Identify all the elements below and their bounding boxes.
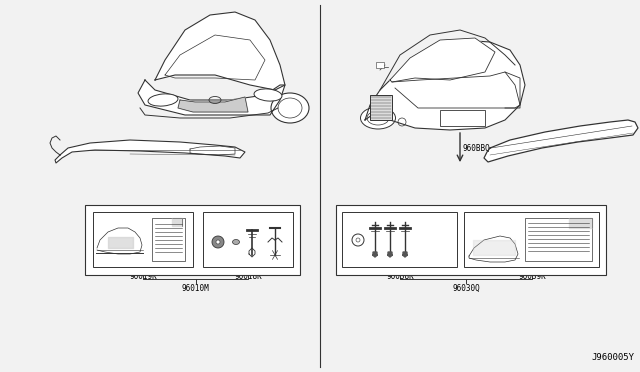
FancyArrow shape — [372, 252, 378, 257]
Ellipse shape — [271, 93, 309, 123]
Bar — [342, 212, 457, 267]
Ellipse shape — [148, 94, 178, 106]
Polygon shape — [138, 80, 285, 115]
Polygon shape — [172, 218, 182, 226]
Circle shape — [212, 236, 224, 248]
Text: 96010M: 96010M — [182, 284, 209, 293]
Circle shape — [216, 240, 220, 244]
FancyArrow shape — [403, 252, 408, 257]
Bar — [336, 205, 606, 275]
Polygon shape — [155, 12, 285, 90]
Bar — [440, 110, 485, 126]
Bar — [85, 205, 300, 275]
FancyArrow shape — [387, 252, 392, 257]
Polygon shape — [365, 40, 525, 130]
Ellipse shape — [254, 89, 282, 101]
Bar — [376, 62, 384, 68]
Text: 96018K: 96018K — [234, 272, 262, 281]
Bar — [464, 212, 599, 267]
Bar — [93, 212, 193, 267]
Text: J960005Y: J960005Y — [591, 353, 634, 362]
Text: 96038K: 96038K — [386, 272, 414, 281]
Polygon shape — [178, 97, 248, 112]
Text: 96039K: 96039K — [518, 272, 546, 281]
Bar — [525, 218, 592, 261]
Text: 960BBQ: 960BBQ — [463, 144, 491, 153]
Text: 96030Q: 96030Q — [452, 284, 480, 293]
Text: 96019K: 96019K — [129, 272, 157, 281]
Polygon shape — [390, 38, 495, 82]
Polygon shape — [484, 120, 638, 162]
Ellipse shape — [232, 240, 239, 244]
Bar — [152, 218, 185, 261]
Ellipse shape — [360, 107, 396, 129]
Polygon shape — [569, 218, 592, 228]
Bar — [203, 212, 293, 267]
Polygon shape — [55, 140, 245, 163]
Bar — [370, 95, 392, 120]
